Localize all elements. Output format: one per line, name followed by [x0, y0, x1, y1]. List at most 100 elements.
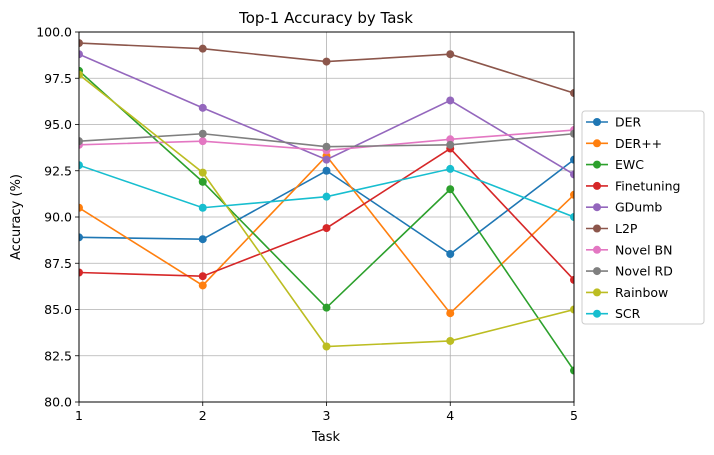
- data-point-ewc: [570, 366, 574, 375]
- legend-label: EWC: [615, 157, 644, 172]
- data-point-der: [446, 250, 455, 258]
- data-point-finetuning: [570, 275, 574, 284]
- legend-label: L2P: [615, 221, 638, 236]
- y-tick-label: 82.5: [44, 348, 72, 363]
- data-point-novel-bn: [446, 135, 455, 144]
- data-point-der-: [446, 309, 455, 318]
- data-point-l2p: [198, 44, 207, 53]
- data-point-scr: [198, 203, 207, 212]
- legend-label: DER: [615, 115, 642, 130]
- data-point-gdumb: [570, 170, 574, 179]
- data-point-finetuning: [322, 224, 331, 233]
- data-point-der: [322, 166, 331, 175]
- legend-item-ewc: EWC: [586, 157, 644, 172]
- x-tick-label: 5: [570, 408, 578, 423]
- legend-item-novel-bn: Novel BN: [586, 242, 672, 257]
- legend-items: DER DER++ EWC Finetuning GDumb L2P Novel BN Nov…: [586, 115, 680, 321]
- x-tick-label: 2: [199, 408, 207, 423]
- legend-item-der-: DER++: [586, 136, 662, 151]
- legend-label: Finetuning: [615, 178, 680, 193]
- y-tick-label: 87.5: [44, 256, 72, 271]
- legend-frame: [581, 110, 705, 325]
- data-point-gdumb: [198, 103, 207, 112]
- data-point-gdumb: [322, 155, 331, 164]
- data-point-scr: [79, 161, 83, 170]
- y-axis-label: Accuracy (%): [9, 174, 24, 260]
- legend-swatch-marker: [593, 139, 601, 148]
- x-tick-label: 1: [75, 408, 83, 423]
- series-scr: [79, 161, 574, 221]
- legend-label: GDumb: [615, 200, 662, 215]
- tick-layer: 1 2 3 4 5 80.0 82.5 85.0 87.5 90.0 92.5 95.0 97.5 100…: [36, 25, 578, 424]
- data-point-der: [198, 235, 207, 244]
- legend-swatch-marker: [593, 118, 601, 126]
- data-point-gdumb: [79, 50, 83, 59]
- legend-item-l2p: L2P: [586, 221, 638, 236]
- data-point-l2p: [79, 39, 83, 48]
- data-point-rainbow: [570, 305, 574, 314]
- data-point-ewc: [322, 303, 331, 312]
- data-point-scr: [322, 192, 331, 201]
- chart-title: Top-1 Accuracy by Task: [238, 9, 413, 27]
- data-point-novel-rd: [198, 129, 207, 138]
- y-tick-label: 90.0: [44, 210, 72, 225]
- data-point-der-: [198, 281, 207, 290]
- data-point-der: [79, 233, 83, 242]
- legend-swatch-marker: [593, 288, 601, 297]
- legend-label: SCR: [615, 306, 641, 321]
- data-point-der: [570, 155, 574, 164]
- data-point-l2p: [570, 89, 574, 98]
- legend: DER DER++ EWC Finetuning GDumb L2P Novel BN Nov…: [581, 110, 705, 325]
- legend-label: DER++: [615, 136, 662, 151]
- legend-swatch-marker: [593, 309, 601, 318]
- data-point-finetuning: [198, 272, 207, 281]
- y-tick-label: 100.0: [36, 25, 72, 40]
- series-finetuning: [79, 144, 574, 284]
- series-layer: [79, 39, 574, 375]
- y-tick-label: 80.0: [44, 395, 72, 410]
- data-point-rainbow: [198, 168, 207, 177]
- legend-item-rainbow: Rainbow: [586, 285, 668, 300]
- legend-item-finetuning: Finetuning: [586, 178, 680, 193]
- legend-label: Rainbow: [615, 285, 668, 300]
- data-point-novel-rd: [446, 140, 455, 149]
- legend-item-novel-rd: Novel RD: [586, 264, 673, 279]
- y-tick-label: 92.5: [44, 163, 72, 178]
- data-point-scr: [570, 213, 574, 221]
- series-gdumb: [79, 50, 574, 179]
- data-point-ewc: [446, 185, 455, 194]
- data-point-novel-rd: [322, 142, 331, 151]
- series-l2p: [79, 39, 574, 98]
- data-point-rainbow: [79, 70, 83, 79]
- data-point-ewc: [198, 177, 207, 186]
- data-point-novel-rd: [570, 129, 574, 138]
- legend-label: Novel RD: [615, 264, 673, 279]
- data-point-gdumb: [446, 96, 455, 105]
- series-der: [79, 155, 574, 258]
- y-tick-label: 85.0: [44, 302, 72, 317]
- legend-swatch-marker: [593, 203, 601, 212]
- legend-swatch-marker: [593, 224, 601, 233]
- x-axis-label: Task: [311, 430, 341, 445]
- legend-swatch-marker: [593, 245, 601, 254]
- x-tick-label: 4: [446, 408, 454, 423]
- legend-item-scr: SCR: [586, 306, 641, 321]
- legend-item-der: DER: [586, 115, 642, 130]
- x-tick-label: 3: [323, 408, 331, 423]
- data-point-scr: [446, 164, 455, 173]
- data-point-der-: [79, 203, 83, 212]
- data-point-der-: [570, 190, 574, 199]
- data-point-l2p: [322, 57, 331, 66]
- data-point-novel-bn: [198, 137, 207, 146]
- data-point-rainbow: [322, 342, 331, 351]
- series-novel-rd: [79, 129, 574, 151]
- legend-swatch-marker: [593, 181, 601, 190]
- data-point-finetuning: [79, 268, 83, 277]
- y-tick-label: 97.5: [44, 71, 72, 86]
- y-tick-label: 95.0: [44, 117, 72, 132]
- data-point-l2p: [446, 50, 455, 59]
- legend-swatch-marker: [593, 160, 601, 169]
- legend-label: Novel BN: [615, 242, 672, 257]
- legend-item-gdumb: GDumb: [586, 200, 662, 215]
